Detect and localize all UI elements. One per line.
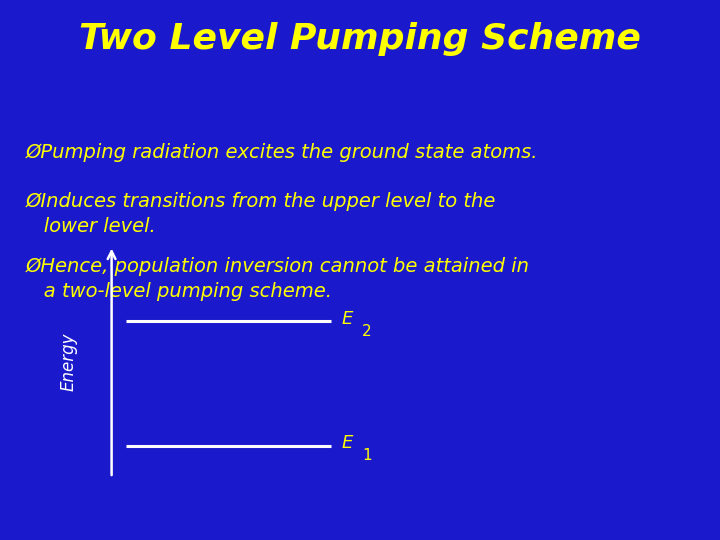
Text: ØPumping radiation excites the ground state atoms.: ØPumping radiation excites the ground st… (25, 143, 538, 162)
Text: E: E (342, 309, 354, 328)
Text: ØHence, population inversion cannot be attained in
   a two-level pumping scheme: ØHence, population inversion cannot be a… (25, 256, 529, 301)
Text: ØInduces transitions from the upper level to the
   lower level.: ØInduces transitions from the upper leve… (25, 192, 495, 237)
Text: Two Level Pumping Scheme: Two Level Pumping Scheme (79, 22, 641, 56)
Text: E: E (342, 434, 354, 452)
Text: Energy: Energy (60, 333, 78, 391)
Text: 2: 2 (362, 323, 372, 339)
Text: 1: 1 (362, 448, 372, 463)
